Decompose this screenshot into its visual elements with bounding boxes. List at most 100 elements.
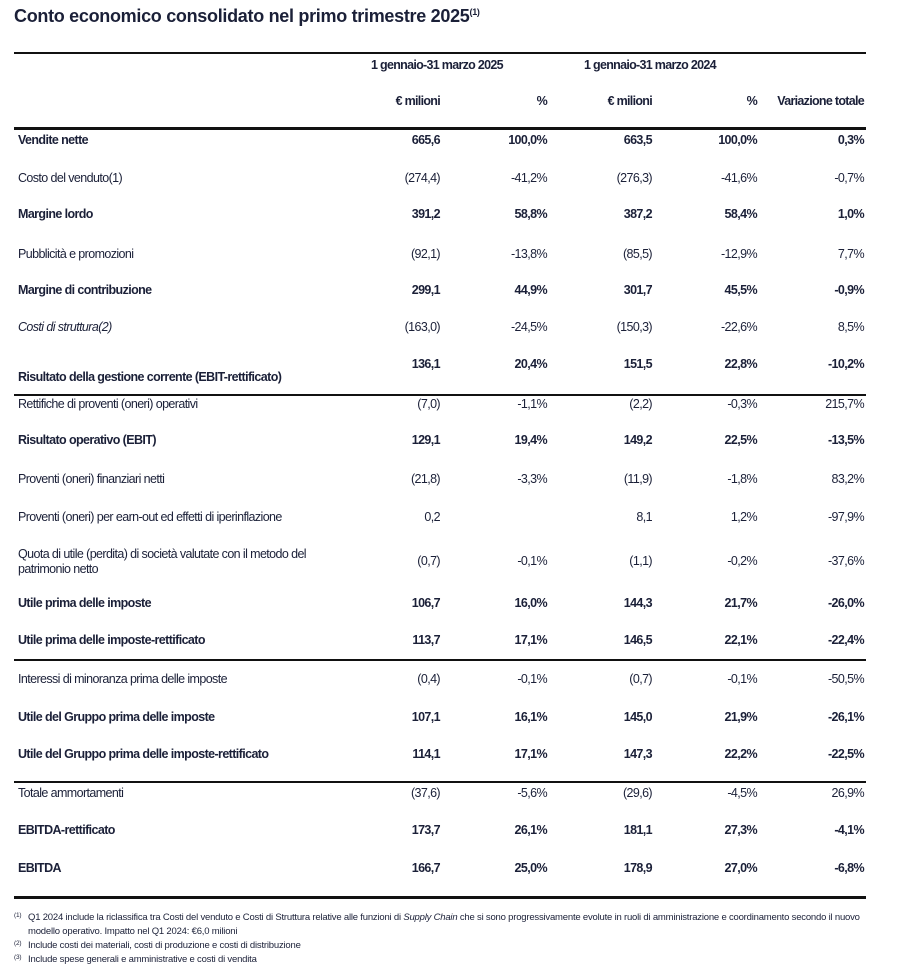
cell-v2025: 299,1 [411,283,441,297]
cell-p2024: 27,0% [724,861,758,875]
cell-v2024: (276,3) [616,171,653,185]
cell-change: -26,1% [827,710,865,724]
footnote-italic-text: Supply Chain [403,912,458,923]
cell-change: -13,5% [827,433,865,447]
row-label: EBITDA [18,861,62,875]
cell-p2024: -0,2% [727,554,757,568]
table-top-rule [14,52,866,54]
cell-v2025: 113,7 [412,633,440,647]
title-text: Conto economico consolidato nel primo tr… [14,6,470,26]
cell-p2025: -13,8% [510,247,548,261]
row-label: Utile prima delle imposte-rettificato [18,633,205,647]
row-label: Pubblicità e promozioni [18,247,134,261]
cell-change: 0,3% [837,133,865,147]
footnote-1: (1) Q1 2024 include la riclassifica tra C… [14,911,884,939]
cell-v2025: 665,6 [411,133,441,147]
table-bottom-rule [14,896,866,899]
cell-p2024: -0,3% [727,397,757,411]
cell-p2024: -0,1% [727,672,757,686]
footnote-text: che si sono progressivamente evolute in … [28,912,860,937]
cell-v2024: 301,7 [623,283,653,297]
cell-p2025: -3,3% [517,472,547,486]
cell-v2024: (11,9) [623,472,653,486]
header-eur-2024: € milioni [607,94,653,108]
cell-v2024: 147,3 [623,747,653,761]
cell-p2025: 17,1% [514,747,548,761]
section-rule [14,659,866,661]
cell-v2025: 136,1 [411,357,441,371]
cell-v2024: 8,1 [636,510,652,524]
footnote-marker: (1) [14,912,22,919]
cell-v2025: 0,2 [424,510,440,524]
cell-p2025: 44,9% [514,283,548,297]
cell-p2024: -1,8% [727,472,757,486]
row-label: Interessi di minoranza prima delle impos… [18,672,228,686]
header-period-2024: 1 gennaio-31 marzo 2024 [584,58,717,72]
cell-p2024: 22,5% [724,433,758,447]
footnote-3: (3) Include spese generali e amministrati… [14,953,884,967]
cell-v2024: (150,3) [616,320,653,334]
title-footnote-marker: (1) [469,7,480,17]
cell-v2024: (1,1) [629,554,652,568]
row-label: Margine lordo [18,207,93,221]
cell-change: -37,6% [827,554,865,568]
row-label: Proventi (oneri) per earn-out ed effetti… [18,510,282,524]
cell-p2025: -0,1% [517,554,547,568]
section-rule [14,781,866,783]
cell-p2024: 21,7% [724,596,758,610]
cell-change: -10,2% [827,357,865,371]
page-title: Conto economico consolidato nel primo tr… [14,6,480,27]
cell-v2024: (29,6) [622,786,653,800]
cell-p2025: 26,1% [514,823,548,837]
row-label: Proventi (oneri) finanziari netti [18,472,165,486]
footnote-marker: (3) [14,954,22,961]
row-label: Utile prima delle imposte [18,596,152,610]
row-label: EBITDA-rettificato [18,823,115,837]
cell-v2024: (0,7) [629,672,652,686]
cell-change: 215,7% [825,397,864,411]
cell-v2025: (163,0) [404,320,441,334]
cell-v2024: 149,2 [623,433,653,447]
cell-p2024: -12,9% [720,247,758,261]
cell-change: -22,4% [827,633,865,647]
cell-change: 7,7% [837,247,865,261]
row-label: Rettifiche di proventi (oneri) operativi [18,397,198,411]
header-eur-2025: € milioni [395,94,441,108]
cell-p2025: 16,1% [514,710,548,724]
cell-v2024: 178,9 [623,861,653,875]
cell-v2024: 151,5 [623,357,653,371]
row-label: Risultato della gestione corrente (EBIT-… [18,370,282,384]
cell-p2024: 58,4% [724,207,758,221]
cell-v2025: (274,4) [404,171,441,185]
cell-v2025: (0,4) [417,672,440,686]
header-pct-2024: % [746,94,758,108]
cell-change: -50,5% [827,672,865,686]
header-change: Variazione totale [777,94,864,108]
row-label: Utile del Gruppo prima delle imposte-ret… [18,747,269,761]
header-period-2025: 1 gennaio-31 marzo 2025 [371,58,504,72]
cell-v2025: 129,1 [411,433,441,447]
cell-v2025: 166,7 [411,861,441,875]
cell-change: -6,8% [834,861,864,875]
cell-change: 8,5% [837,320,865,334]
cell-p2024: -22,6% [720,320,758,334]
header-pct-2025: % [536,94,548,108]
cell-p2024: 100,0% [718,133,757,147]
cell-p2024: 22,1% [724,633,758,647]
cell-p2025: 17,1% [514,633,548,647]
footnotes: (1) Q1 2024 include la riclassifica tra C… [14,911,884,967]
cell-p2024: 1,2% [730,510,758,524]
cell-p2024: 21,9% [724,710,758,724]
footnote-marker: (2) [14,940,22,947]
cell-p2025: -5,6% [517,786,547,800]
cell-v2024: 146,5 [623,633,653,647]
cell-p2025: -24,5% [510,320,548,334]
cell-p2024: -4,5% [727,786,757,800]
row-label: Utile del Gruppo prima delle imposte [18,710,215,724]
cell-p2025: 16,0% [514,596,548,610]
cell-v2025: 391,2 [411,207,441,221]
cell-p2024: 45,5% [724,283,758,297]
row-label: Risultato operativo (EBIT) [18,433,156,447]
cell-p2024: 22,2% [724,747,758,761]
cell-v2024: 145,0 [623,710,653,724]
